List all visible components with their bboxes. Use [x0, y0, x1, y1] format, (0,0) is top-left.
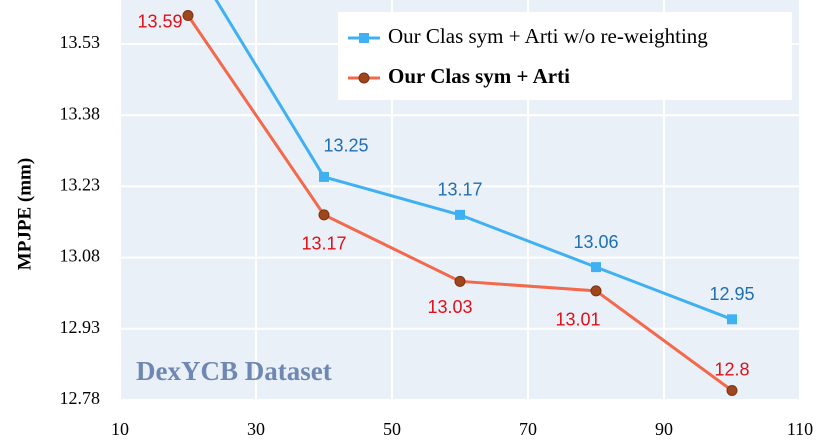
legend-marker-1: [358, 72, 370, 84]
y-axis-ticks: 12.78 12.93 13.08 13.23 13.38 13.53: [60, 32, 101, 408]
y-tick-label-3: 13.23: [60, 175, 101, 195]
legend-marker-0: [359, 33, 369, 43]
series-1-label-0: 13.59: [137, 11, 182, 31]
series-group: [182, 0, 738, 397]
series-1-point-3: [590, 285, 602, 297]
x-tick-label-5: 110: [787, 419, 813, 439]
x-tick-label-3: 70: [519, 419, 537, 439]
series-0-label-2: 13.17: [437, 180, 482, 200]
y-axis-label: MPJPE (mm): [14, 158, 35, 270]
series-0-label-4: 12.95: [709, 284, 754, 304]
series-0-point-2: [455, 209, 465, 220]
series-1-label-1: 13.17: [301, 234, 346, 254]
legend-label-1: Our Clas sym + Arti: [388, 64, 570, 88]
x-axis-ticks: 10 30 50 70 90 110: [111, 419, 813, 439]
legend: Our Clas sym + Arti w/o re-weighting Our …: [338, 12, 792, 100]
x-tick-label-0: 10: [111, 419, 129, 439]
series-0-label-1: 13.25: [323, 136, 368, 156]
series-1-point-0: [182, 10, 194, 22]
y-tick-label-0: 12.78: [60, 388, 101, 408]
series-0-point-4: [727, 314, 737, 325]
legend-label-0: Our Clas sym + Arti w/o re-weighting: [388, 24, 708, 48]
series-1-label-3: 13.01: [555, 310, 600, 330]
series-1-label-2: 13.03: [427, 297, 472, 317]
x-tick-label-1: 30: [247, 419, 265, 439]
x-tick-label-2: 50: [383, 419, 401, 439]
series-1-label-4: 12.8: [714, 359, 749, 379]
series-1-point-2: [454, 275, 466, 287]
series-0-label-3: 13.06: [573, 232, 618, 252]
y-tick-label-4: 13.38: [60, 103, 101, 123]
x-tick-label-4: 90: [655, 419, 673, 439]
dataset-annotation: DexYCB Dataset: [136, 356, 332, 386]
data-labels: 13.25 13.17 13.06 12.95 13.59 13.17 13.03 13.01…: [137, 11, 754, 379]
series-1-point-4: [726, 385, 738, 397]
series-0-point-1: [319, 171, 329, 182]
y-tick-label-5: 13.53: [60, 32, 101, 52]
series-0-point-3: [591, 262, 601, 273]
y-tick-label-1: 12.93: [60, 317, 101, 337]
legend-box: [338, 12, 792, 100]
series-1-point-1: [318, 209, 330, 221]
y-tick-label-2: 13.08: [60, 246, 101, 266]
